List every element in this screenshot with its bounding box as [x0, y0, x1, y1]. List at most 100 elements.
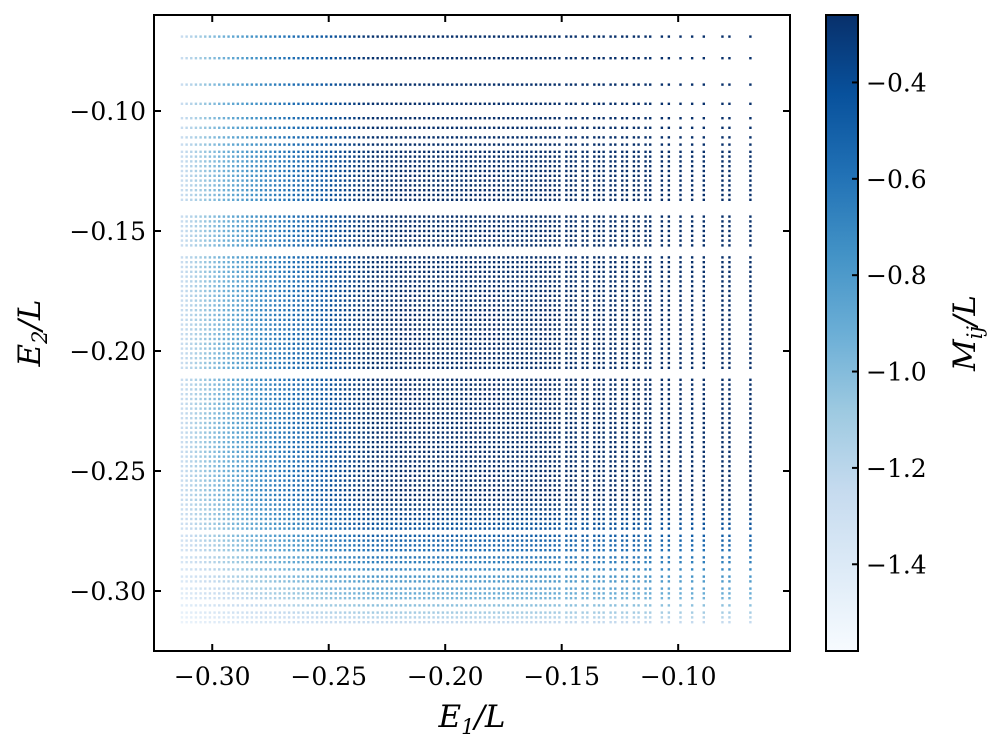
matrix-element-point [362, 568, 365, 571]
matrix-element-point [381, 527, 384, 530]
matrix-element-point [269, 561, 272, 564]
matrix-element-point [283, 342, 286, 345]
matrix-element-point [320, 412, 323, 415]
matrix-element-point [273, 417, 277, 420]
matrix-element-point [190, 270, 193, 273]
matrix-element-point [381, 580, 384, 583]
matrix-element-point [357, 513, 361, 516]
matrix-element-point [357, 225, 361, 228]
matrix-element-point [409, 361, 412, 365]
matrix-element-point [227, 189, 230, 192]
matrix-element-point [180, 402, 184, 405]
matrix-element-point [232, 198, 235, 201]
matrix-element-point [245, 136, 249, 139]
matrix-element-point [329, 184, 333, 187]
matrix-element-point [190, 126, 193, 129]
matrix-element-point [245, 285, 249, 288]
matrix-element-point [283, 455, 286, 458]
matrix-element-point [213, 493, 216, 497]
matrix-element-point [250, 299, 254, 302]
matrix-element-point [199, 517, 202, 521]
matrix-element-point [339, 412, 342, 415]
matrix-element-point [371, 556, 375, 559]
matrix-element-point [385, 441, 389, 444]
matrix-element-point [208, 431, 212, 434]
matrix-element-point [287, 455, 291, 458]
matrix-element-point [190, 575, 193, 578]
matrix-element-point [218, 270, 221, 273]
matrix-element-point [273, 261, 277, 264]
matrix-element-point [232, 150, 235, 153]
matrix-element-point [287, 522, 291, 525]
matrix-element-point [241, 508, 244, 511]
matrix-element-point [343, 275, 347, 278]
matrix-element-point [353, 431, 356, 434]
matrix-element-point [311, 366, 314, 369]
matrix-element-point [287, 225, 291, 228]
matrix-element-point [194, 117, 198, 120]
matrix-element-point [199, 361, 202, 365]
matrix-element-point [385, 160, 389, 163]
matrix-element-point [185, 184, 188, 187]
matrix-element-point [204, 431, 207, 434]
matrix-element-point [409, 313, 412, 317]
matrix-element-point [264, 397, 268, 401]
matrix-element-point [213, 549, 216, 552]
matrix-element-point [250, 465, 254, 468]
matrix-element-point [409, 517, 412, 521]
matrix-element-point [301, 445, 305, 449]
matrix-element-point [208, 318, 212, 321]
matrix-element-point [404, 412, 407, 415]
matrix-element-point [306, 479, 309, 482]
matrix-element-point [385, 460, 389, 463]
matrix-element-point [339, 174, 342, 177]
matrix-element-point [269, 261, 272, 264]
matrix-element-point [334, 568, 337, 571]
matrix-element-point [292, 220, 295, 223]
matrix-element-point [218, 431, 221, 434]
matrix-element-point [199, 256, 202, 259]
matrix-element-point [194, 347, 198, 350]
matrix-element-point [325, 604, 328, 607]
matrix-element-point [292, 393, 295, 396]
matrix-element-point [399, 604, 403, 607]
matrix-element-point [208, 474, 212, 477]
matrix-element-point [190, 313, 193, 317]
matrix-element-point [409, 556, 412, 559]
matrix-element-point [241, 568, 244, 571]
matrix-element-point [297, 270, 300, 273]
matrix-element-point [329, 575, 333, 578]
matrix-element-point [329, 102, 333, 105]
matrix-element-point [194, 261, 198, 264]
matrix-element-point [241, 304, 244, 307]
matrix-element-point [273, 136, 277, 139]
matrix-element-point [395, 256, 398, 259]
matrix-element-point [301, 304, 305, 307]
matrix-element-point [362, 165, 365, 168]
matrix-element-point [259, 426, 263, 429]
matrix-element-point [367, 426, 370, 429]
matrix-element-point [297, 155, 300, 158]
matrix-element-point [250, 388, 254, 391]
matrix-element-point [204, 265, 207, 269]
matrix-element-point [325, 165, 328, 168]
matrix-element-point [306, 460, 309, 463]
matrix-element-point [194, 285, 198, 288]
matrix-element-point [278, 455, 282, 458]
matrix-element-point [325, 621, 328, 624]
matrix-element-point [255, 426, 258, 429]
matrix-element-point [320, 517, 323, 521]
matrix-element-point [232, 337, 235, 341]
matrix-element-point [218, 193, 221, 197]
matrix-element-point [395, 575, 398, 578]
matrix-element-point [213, 421, 216, 425]
matrix-element-point [409, 450, 412, 453]
matrix-element-point [343, 474, 347, 477]
matrix-element-point [297, 299, 300, 302]
matrix-element-point [376, 611, 379, 614]
matrix-element-point [213, 357, 216, 360]
matrix-element-point [264, 402, 268, 405]
matrix-element-point [269, 313, 272, 317]
matrix-element-point [269, 244, 272, 247]
matrix-element-point [339, 493, 342, 497]
